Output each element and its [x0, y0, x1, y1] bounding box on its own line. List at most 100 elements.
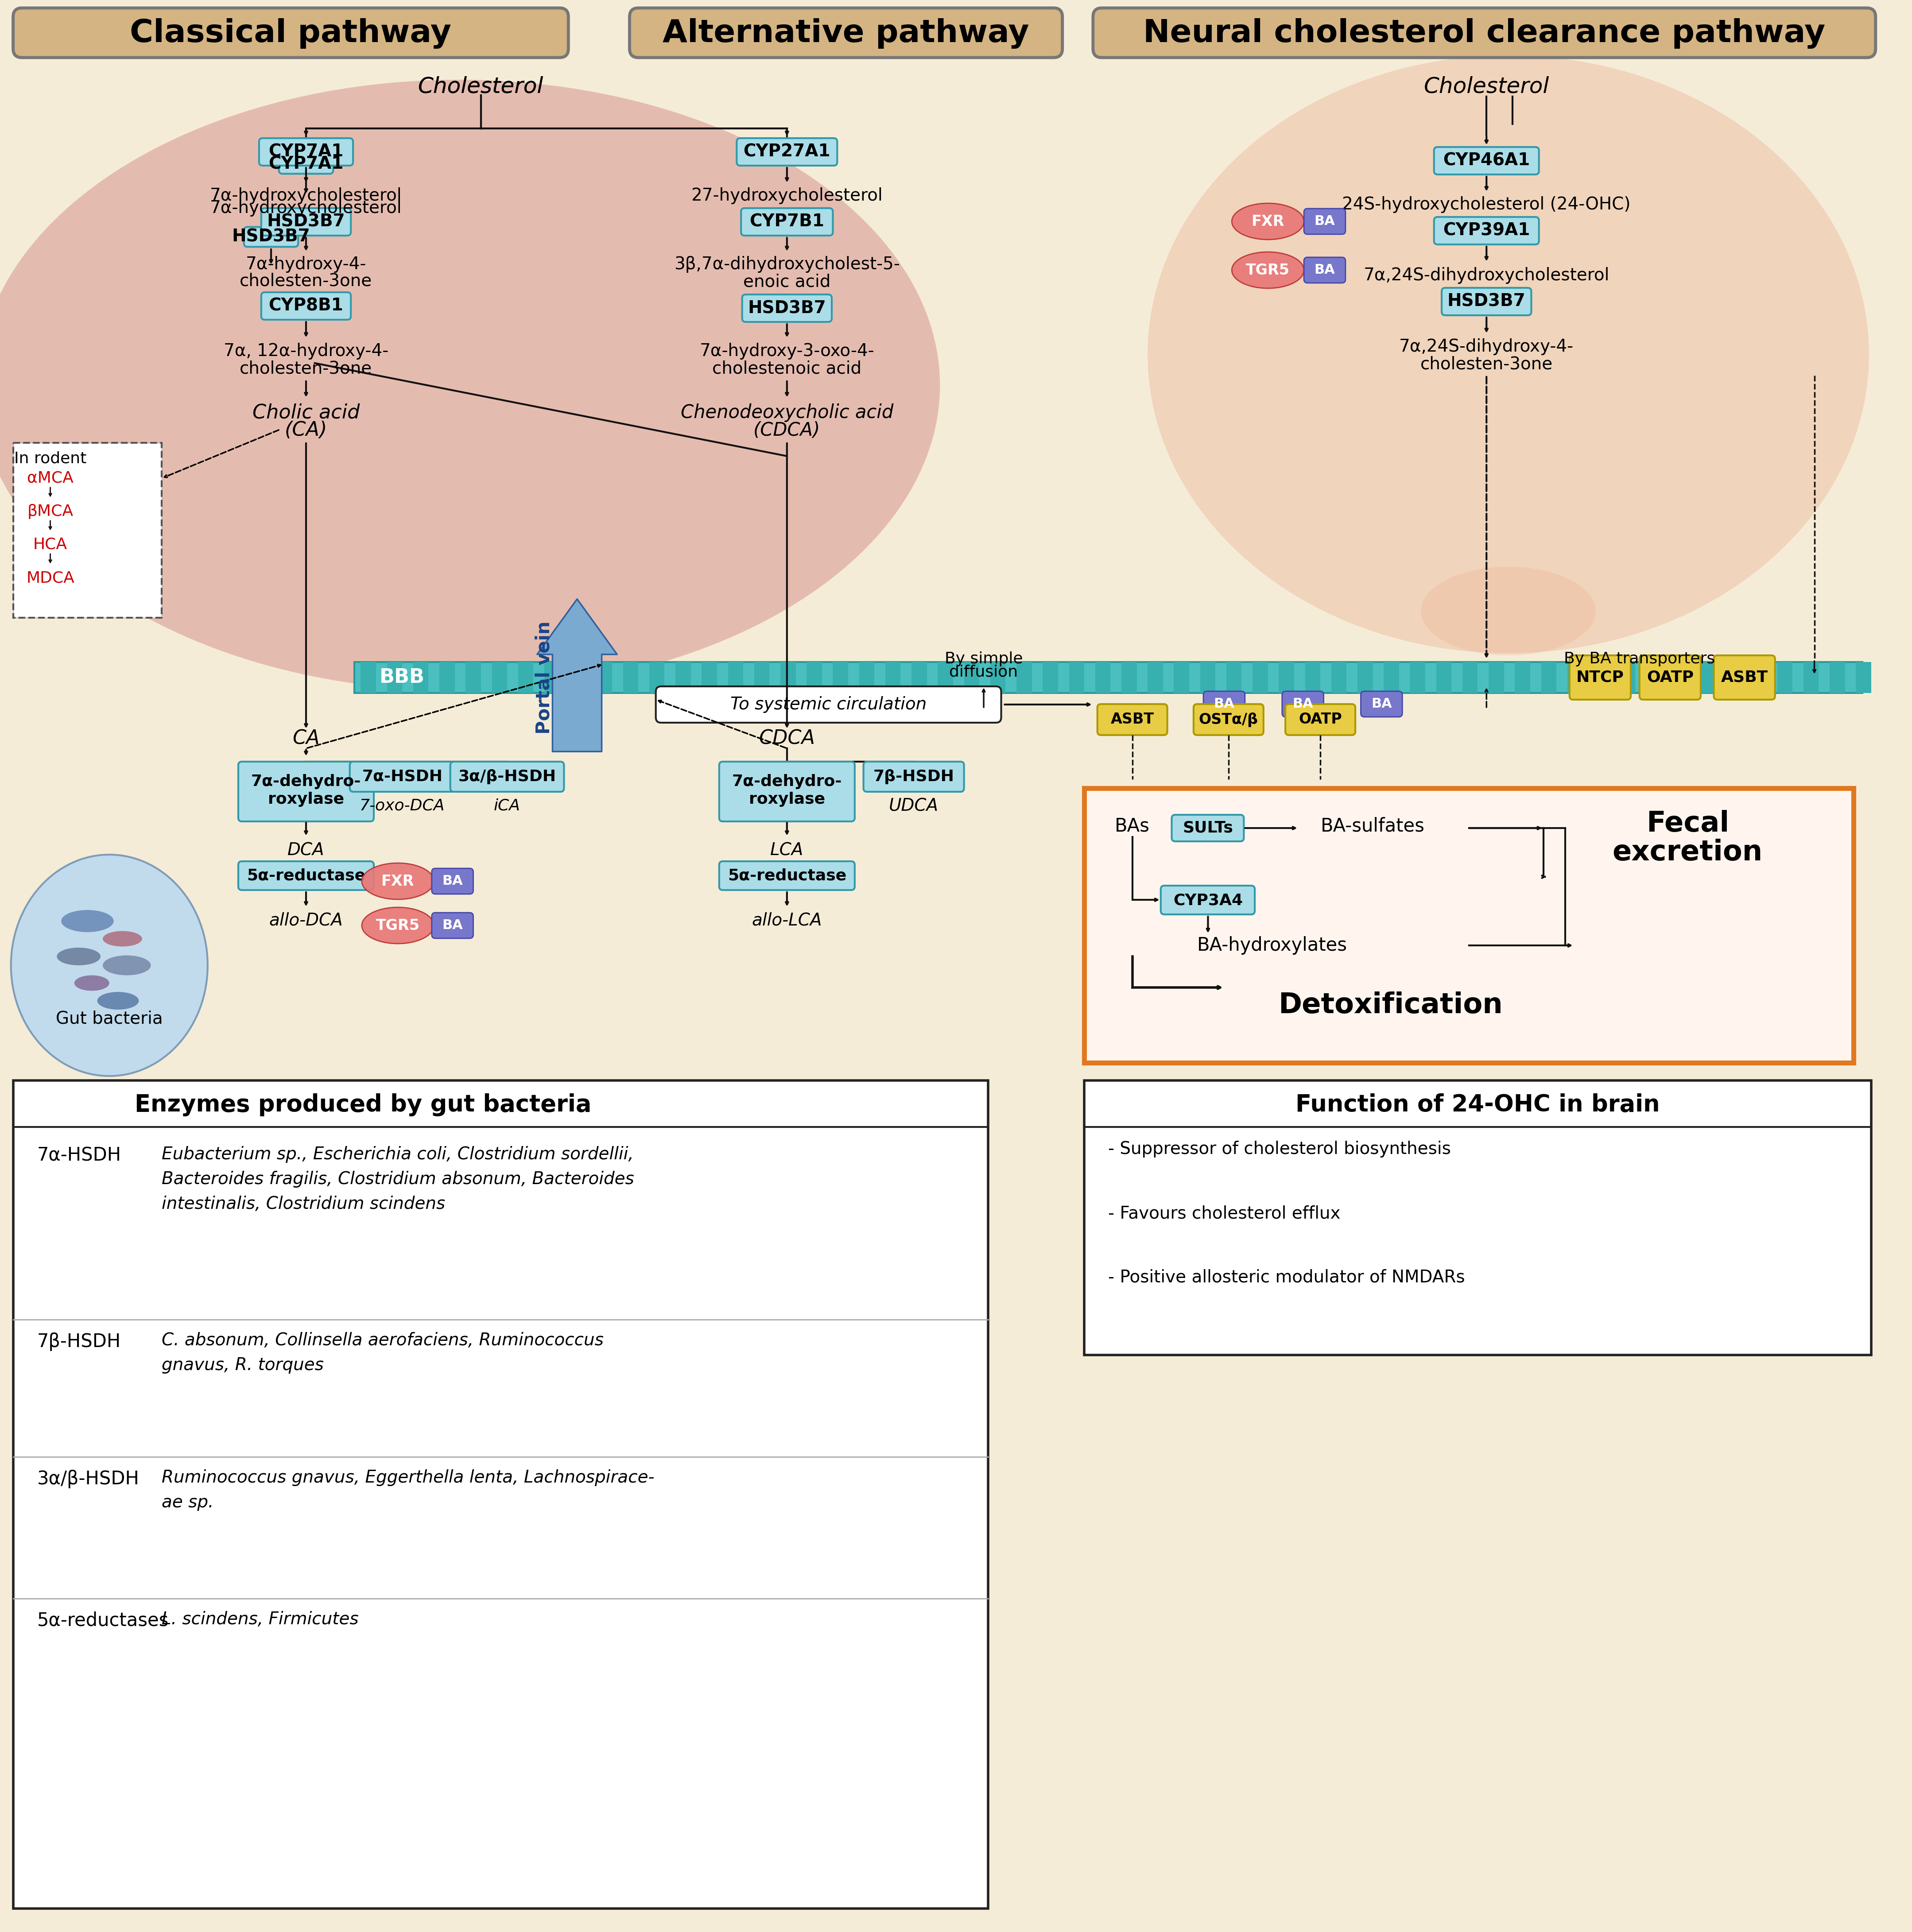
Bar: [361, 663, 377, 694]
Text: Gut bacteria: Gut bacteria: [55, 1010, 163, 1028]
FancyBboxPatch shape: [1193, 703, 1264, 734]
Bar: [13, 1080, 989, 1909]
Bar: [1069, 663, 1084, 694]
Bar: [1436, 663, 1451, 694]
Bar: [13, 442, 163, 618]
Text: CYP39A1: CYP39A1: [1444, 222, 1530, 240]
FancyBboxPatch shape: [1094, 8, 1876, 58]
Bar: [1279, 663, 1294, 694]
Text: Enzymes produced by gut bacteria: Enzymes produced by gut bacteria: [134, 1094, 591, 1117]
Text: CYP7B1: CYP7B1: [750, 213, 824, 230]
Text: 3α/β-HSDH: 3α/β-HSDH: [36, 1470, 140, 1488]
Text: Cholesterol: Cholesterol: [1424, 75, 1549, 97]
FancyBboxPatch shape: [742, 294, 832, 323]
FancyBboxPatch shape: [1304, 209, 1346, 234]
Text: cholesten-3one: cholesten-3one: [239, 361, 373, 377]
Text: CYP46A1: CYP46A1: [1444, 153, 1530, 170]
Text: BA-sulfates: BA-sulfates: [1321, 817, 1424, 835]
Text: 3β,7α-dihydroxycholest-5-: 3β,7α-dihydroxycholest-5-: [675, 255, 901, 272]
Text: 7α-hydroxy-4-: 7α-hydroxy-4-: [247, 255, 367, 272]
Text: ASBT: ASBT: [1111, 713, 1155, 726]
Bar: [753, 663, 769, 694]
Text: NTCP: NTCP: [1575, 670, 1623, 686]
Text: In rodent: In rodent: [13, 450, 86, 466]
FancyBboxPatch shape: [1285, 703, 1356, 734]
Text: - Suppressor of cholesterol biosynthesis: - Suppressor of cholesterol biosynthesis: [1109, 1140, 1451, 1157]
Text: 3α/β-HSDH: 3α/β-HSDH: [459, 769, 556, 784]
Text: - Positive allosteric modulator of NMDARs: - Positive allosteric modulator of NMDAR…: [1109, 1269, 1465, 1287]
FancyBboxPatch shape: [629, 8, 1063, 58]
Bar: [1084, 1080, 1872, 1354]
Text: BA: BA: [1314, 214, 1335, 228]
FancyBboxPatch shape: [239, 761, 375, 821]
Text: FXR: FXR: [380, 873, 415, 889]
FancyBboxPatch shape: [451, 761, 564, 792]
Text: CYP3A4: CYP3A4: [1174, 893, 1243, 908]
FancyBboxPatch shape: [432, 867, 474, 895]
FancyBboxPatch shape: [258, 139, 354, 166]
Text: C. absonum, Collinsella aerofaciens, Ruminococcus
gnavus, R. torques: C. absonum, Collinsella aerofaciens, Rum…: [163, 1331, 604, 1374]
Bar: [1096, 663, 1111, 694]
Text: 7α-dehydro-: 7α-dehydro-: [250, 775, 361, 788]
Text: 7α,24S-dihydroxycholesterol: 7α,24S-dihydroxycholesterol: [1363, 267, 1610, 284]
Text: Neural cholesterol clearance pathway: Neural cholesterol clearance pathway: [1143, 17, 1826, 48]
Text: BA: BA: [442, 875, 463, 887]
FancyBboxPatch shape: [13, 8, 568, 58]
Bar: [1042, 663, 1057, 694]
Bar: [912, 663, 927, 694]
FancyBboxPatch shape: [432, 912, 474, 939]
FancyBboxPatch shape: [1172, 815, 1245, 840]
Text: (CDCA): (CDCA): [753, 421, 820, 440]
Text: TGR5: TGR5: [1247, 263, 1291, 278]
FancyBboxPatch shape: [1361, 692, 1401, 717]
Text: FXR: FXR: [1252, 214, 1285, 228]
Text: BA: BA: [1314, 263, 1335, 276]
Bar: [467, 663, 482, 694]
Text: DCA: DCA: [287, 842, 325, 858]
Text: LCA: LCA: [771, 842, 803, 858]
FancyBboxPatch shape: [864, 761, 964, 792]
Bar: [1541, 663, 1556, 694]
FancyBboxPatch shape: [1713, 655, 1774, 699]
Text: Chenodeoxycholic acid: Chenodeoxycholic acid: [681, 404, 893, 421]
Ellipse shape: [361, 864, 434, 900]
Text: 7β-HSDH: 7β-HSDH: [36, 1333, 120, 1350]
Text: BA: BA: [1293, 697, 1314, 711]
Text: cholesten-3one: cholesten-3one: [1421, 355, 1553, 373]
Text: Classical pathway: Classical pathway: [130, 17, 451, 48]
Text: BA: BA: [1214, 697, 1235, 711]
Bar: [491, 663, 507, 694]
Text: BA-hydroxylates: BA-hydroxylates: [1197, 937, 1348, 954]
Text: 7α,24S-dihydroxy-4-: 7α,24S-dihydroxy-4-: [1400, 338, 1574, 355]
Text: OATP: OATP: [1646, 670, 1694, 686]
FancyBboxPatch shape: [245, 226, 298, 247]
Text: CYP27A1: CYP27A1: [744, 143, 830, 160]
Text: BA: BA: [442, 920, 463, 931]
Bar: [650, 663, 665, 694]
FancyBboxPatch shape: [262, 209, 350, 236]
Text: ASBT: ASBT: [1721, 670, 1769, 686]
Text: Fecal: Fecal: [1646, 810, 1728, 837]
Bar: [1514, 663, 1530, 694]
FancyBboxPatch shape: [1097, 703, 1168, 734]
Bar: [1252, 663, 1268, 694]
Text: CA: CA: [293, 728, 319, 748]
Text: 7-oxo-DCA: 7-oxo-DCA: [359, 798, 445, 813]
Text: Cholesterol: Cholesterol: [419, 75, 543, 97]
Ellipse shape: [1231, 203, 1304, 240]
Text: - Favours cholesterol efflux: - Favours cholesterol efflux: [1109, 1206, 1340, 1221]
Text: CDCA: CDCA: [759, 728, 815, 748]
Text: excretion: excretion: [1612, 838, 1763, 866]
FancyBboxPatch shape: [1434, 147, 1539, 174]
Bar: [1593, 663, 1608, 694]
Ellipse shape: [1231, 251, 1304, 288]
Bar: [354, 663, 1862, 694]
Text: (CA): (CA): [285, 421, 327, 440]
Bar: [1174, 663, 1189, 694]
FancyBboxPatch shape: [279, 155, 333, 174]
Text: BBB: BBB: [380, 668, 424, 688]
Bar: [1306, 663, 1321, 694]
Text: L. scindens, Firmicutes: L. scindens, Firmicutes: [163, 1611, 359, 1629]
Text: αMCA: αMCA: [27, 471, 73, 485]
Bar: [1384, 663, 1400, 694]
